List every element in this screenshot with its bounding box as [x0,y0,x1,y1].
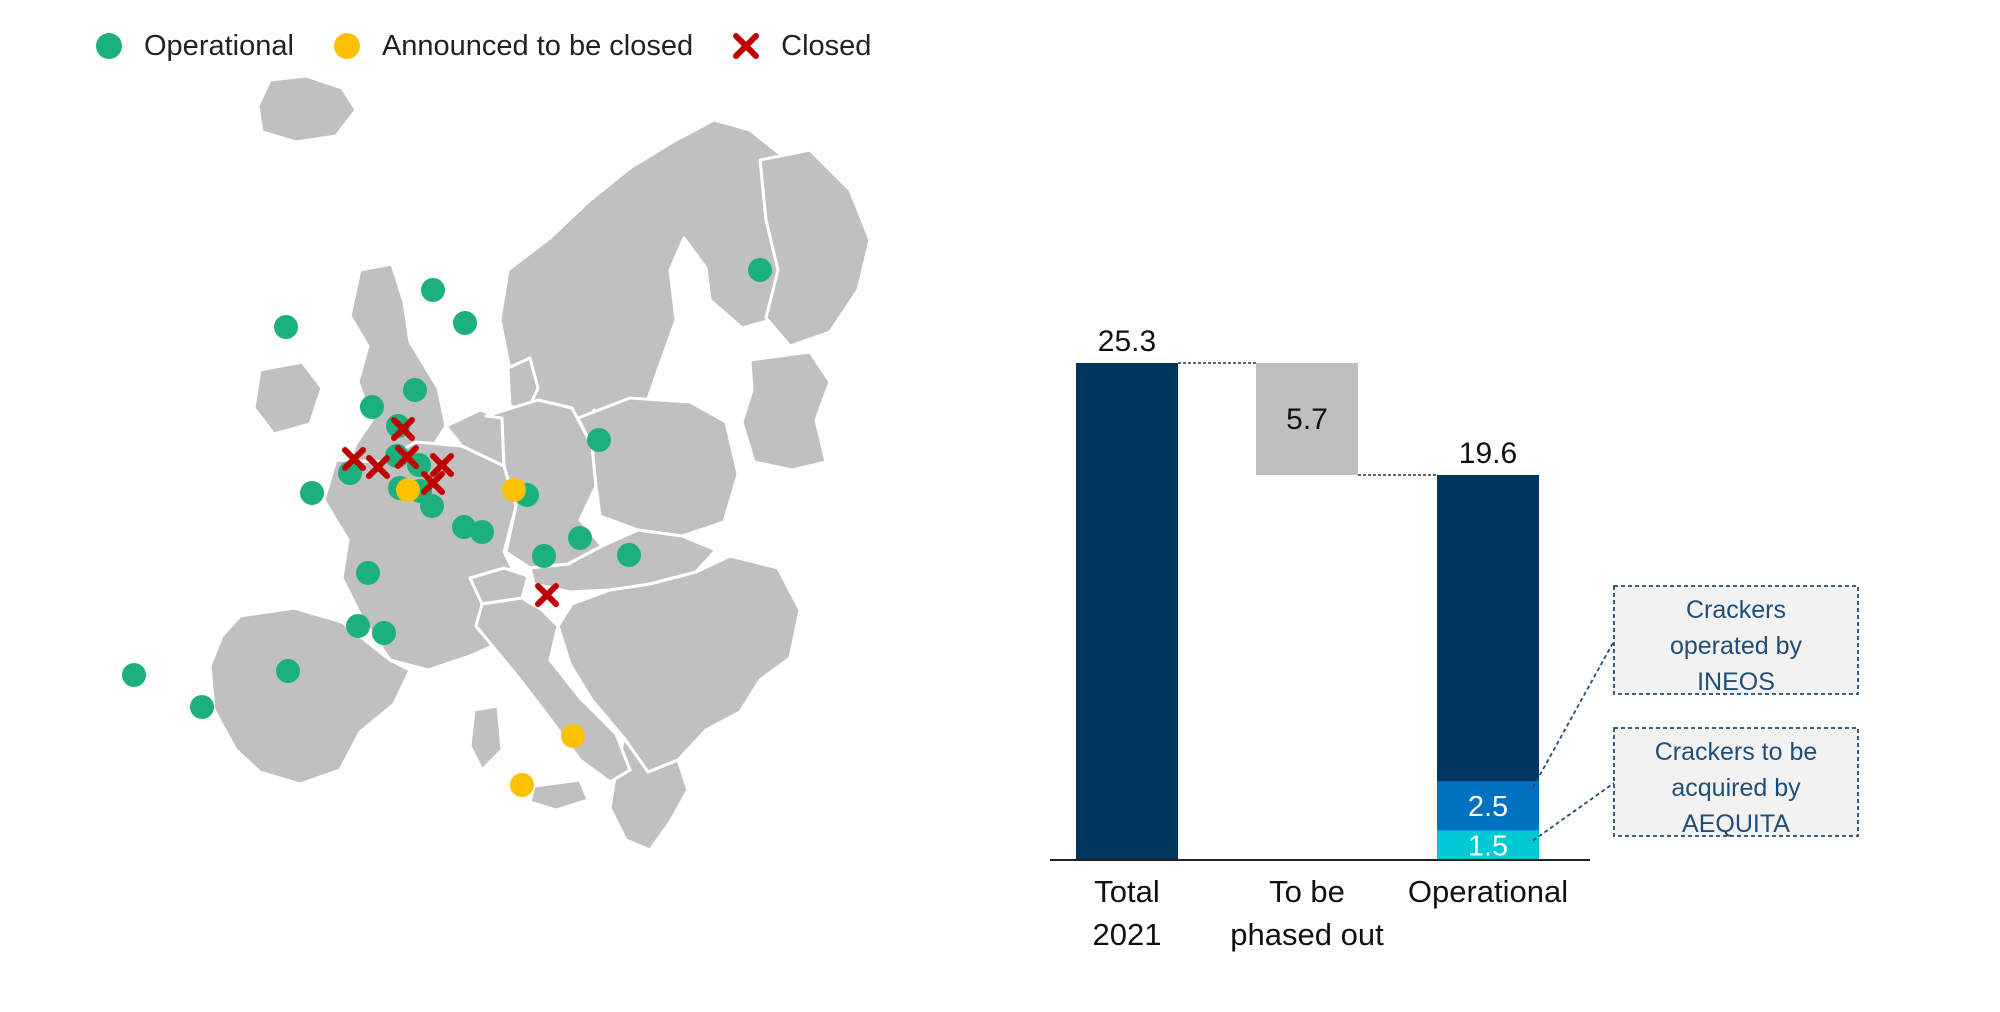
poland-shape [576,396,740,538]
operational-site-marker [453,311,477,335]
operational-site-marker [420,494,444,518]
announced-site-marker [502,478,526,502]
baltics-shape [740,350,832,472]
operational-site-marker [470,520,494,544]
callout-text: operated by [1670,632,1803,660]
operational-site-marker [532,544,556,568]
value-labels: 25.3 5.7 19.6 2.5 1.5 [1098,325,1517,862]
iceland-shape [256,74,358,144]
callout-text: acquired by [1671,774,1801,802]
legend-label-closed: Closed [781,29,872,62]
italy-shape [474,596,632,784]
operational-site-marker [274,315,298,339]
callout-leader-line [1532,640,1615,788]
map-markers [122,258,772,797]
callout-text: Crackers [1686,596,1786,624]
value-label-operational: 19.6 [1459,437,1517,470]
operational-site-marker [587,428,611,452]
legend-item-announced: Announced to be closed [333,29,694,63]
category-label: Operational [1408,874,1568,909]
category-label: Total [1094,874,1159,909]
map-legend: Operational Announced to be closed Close… [96,26,911,66]
operational-site-marker [452,515,476,539]
operational-site-marker [568,526,592,550]
operational-site-marker [300,481,324,505]
chart-bars [1076,363,1539,860]
operational-site-marker [190,695,214,719]
callout-text: AEQUITA [1682,810,1790,838]
closed-cross-icon [733,33,760,59]
value-label-ineos: 2.5 [1468,791,1508,823]
denmark-shape [506,356,540,412]
chart-connectors [1178,362,1437,476]
closed-site-marker [395,445,419,469]
operational-dot-icon [96,33,122,59]
ireland-shape [252,360,324,436]
map-land [208,74,872,852]
bar-total-2021 [1076,363,1178,860]
operational-site-marker [346,614,370,638]
operational-site-marker [360,395,384,419]
bar-to-be-phased-out [1256,363,1358,475]
closed-site-marker [535,583,559,607]
operational-site-marker [403,378,427,402]
operational-site-marker [421,278,445,302]
closed-site-marker [430,453,454,477]
operational-site-marker [617,543,641,567]
category-label: 2021 [1093,917,1162,952]
callout-box [1613,727,1859,837]
europe-map [122,74,872,852]
value-label-aequita: 1.5 [1468,830,1508,862]
callout-leader-line [1532,782,1615,842]
callout-text: Crackers to be [1655,738,1818,766]
announced-site-marker [561,724,585,748]
closed-site-marker [342,447,366,471]
announced-site-marker [510,773,534,797]
callout-text: INEOS [1697,668,1775,696]
bar-operational-aequita [1437,830,1539,860]
closed-site-marker [391,417,415,441]
category-label: phased out [1230,917,1384,952]
switzerland-shape [468,566,530,606]
sardinia-shape [468,704,504,772]
value-label-total: 25.3 [1098,325,1156,358]
legend-label-operational: Operational [144,29,294,62]
sicily-shape [528,778,590,812]
closed-site-marker [421,471,445,495]
operational-site-marker [276,659,300,683]
operational-site-marker [372,621,396,645]
announced-site-marker [396,478,420,502]
callout-box [1613,585,1859,695]
legend-item-operational: Operational [96,30,294,63]
operational-site-marker [122,663,146,687]
closed-site-marker [366,455,390,479]
value-label-phased-out: 5.7 [1286,403,1328,436]
category-labels: Total 2021 To be phased out Operational [1093,874,1569,952]
operational-site-marker [748,258,772,282]
operational-site-marker [356,561,380,585]
bar-operational-other [1437,474,1539,782]
legend-label-announced: Announced to be closed [381,29,694,62]
bar-operational-ineos [1437,781,1539,831]
finland-shape [758,148,872,348]
chart-callouts: Crackers operated by INEOS Crackers to be ac… [1532,585,1859,842]
category-label: To be [1269,874,1345,909]
waterfall-chart: 25.3 5.7 19.6 2.5 1.5 Total 2021 To be phased o… [1050,325,1859,952]
announced-dot-icon [333,33,360,59]
balkans-shape [556,554,802,774]
legend-item-closed: Closed [733,30,871,63]
